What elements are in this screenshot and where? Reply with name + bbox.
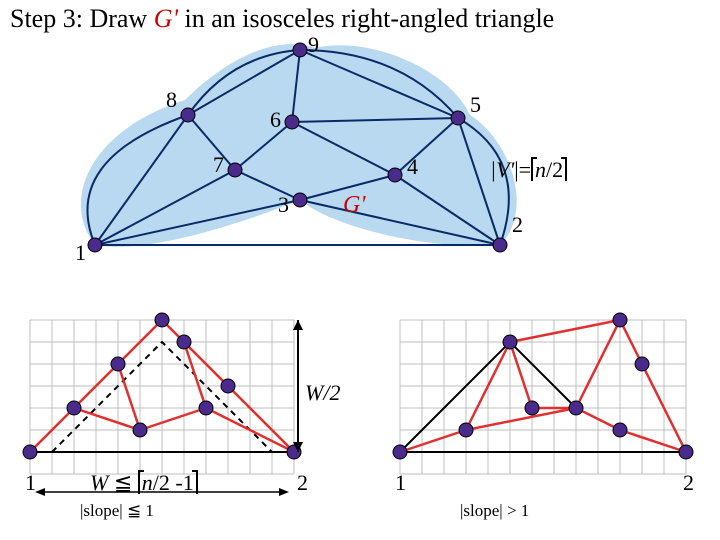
node-label-6: 6 (270, 107, 281, 133)
w-half-label: W/2 (305, 380, 340, 406)
node-label-9: 9 (308, 32, 319, 58)
vprime-formula: |V'|=n/2 (490, 157, 567, 183)
node-label-2: 2 (512, 212, 523, 238)
node-label-5: 5 (470, 92, 481, 118)
gprime-label: G' (343, 192, 365, 219)
right-node-2-label: 2 (683, 470, 694, 496)
left-node-2-label: 2 (297, 470, 308, 496)
width-formula: W ≦ n/2 -1 (90, 470, 198, 496)
node-label-4: 4 (407, 154, 418, 180)
node-label-1: 1 (75, 240, 86, 266)
slide-canvas: Step 3: Draw G' in an isosceles right-an… (0, 0, 720, 540)
top-graph (0, 0, 720, 300)
right-node-1-label: 1 (395, 470, 406, 496)
node-label-7: 7 (213, 152, 224, 178)
right-panel (360, 300, 720, 520)
left-node-1-label: 1 (25, 470, 36, 496)
right-slope-label: |slope| > 1 (460, 501, 529, 521)
left-slope-label: |slope| ≦ 1 (80, 501, 154, 521)
node-label-8: 8 (166, 87, 177, 113)
node-label-3: 3 (278, 192, 289, 218)
